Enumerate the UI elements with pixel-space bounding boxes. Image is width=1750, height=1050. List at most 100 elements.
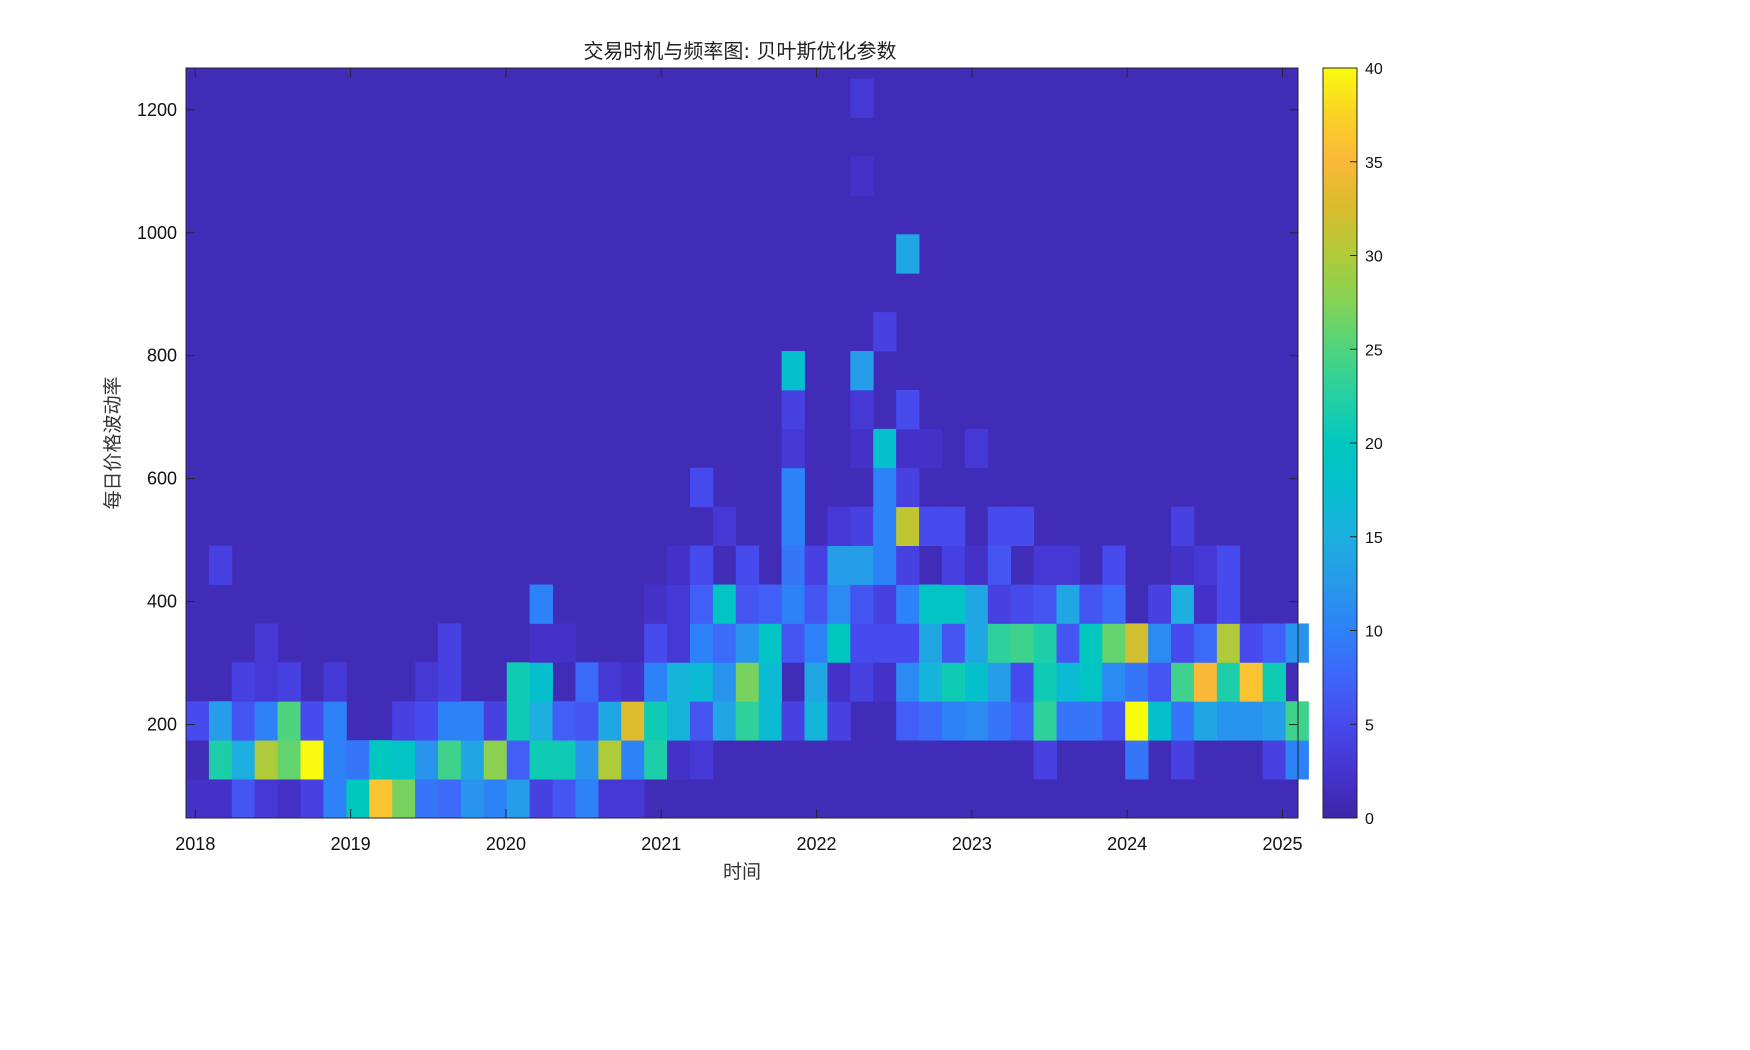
y-tick-label: 1000 (137, 223, 177, 243)
heatmap-cell (804, 584, 828, 624)
x-axis-label: 时间 (723, 861, 761, 883)
heatmap-cell (735, 623, 760, 663)
heatmap-cell (1285, 740, 1309, 780)
heatmap-cell (300, 779, 324, 819)
heatmap-cell (1171, 584, 1195, 624)
chart-title: 交易时机与频率图: 贝叶斯优化参数 (583, 39, 896, 63)
heatmap-cell (781, 467, 805, 508)
x-tick-label: 2021 (641, 834, 681, 854)
heatmap-cell (483, 701, 508, 741)
heatmap-cell (644, 701, 668, 741)
x-tick-label: 2018 (175, 834, 215, 854)
heatmap-cell (254, 623, 279, 663)
heatmap-cell (873, 428, 897, 469)
heatmap-cell (1148, 662, 1172, 702)
heatmap-cell (1262, 701, 1286, 741)
heatmap-cell (896, 584, 920, 624)
heatmap-cell (712, 506, 737, 546)
heatmap-cell (1033, 701, 1057, 741)
heatmap-cell (1033, 545, 1057, 585)
heatmap-cell (987, 623, 1012, 663)
heatmap-cell (873, 506, 897, 546)
heatmap-cell (1125, 623, 1149, 663)
heatmap-cell (575, 662, 599, 702)
heatmap-cell (277, 701, 301, 741)
heatmap-cell (506, 779, 531, 819)
heatmap-cell (529, 701, 553, 741)
y-axis-tick-labels: 200 400 600 800 1000 1200 (137, 100, 177, 735)
heatmap-cell (1056, 662, 1080, 702)
heatmap-cell (644, 623, 668, 663)
heatmap-cell (850, 662, 874, 702)
heatmap-cell (506, 740, 531, 780)
heatmap-cell (231, 740, 256, 780)
heatmap-cell (1148, 584, 1172, 624)
colorbar-tick-label: 10 (1365, 624, 1383, 641)
heatmap-cell (827, 662, 851, 702)
heatmap-cell (598, 740, 622, 780)
heatmap-cell (323, 779, 347, 819)
heatmap-cell (1216, 623, 1241, 663)
heatmap-cell (1171, 740, 1195, 780)
heatmap-cell (1262, 623, 1286, 663)
heatmap-cell (1010, 701, 1034, 741)
x-tick-label: 2020 (486, 834, 526, 854)
heatmap-cell (827, 584, 851, 624)
heatmap-cell (896, 506, 920, 546)
heatmap-cell (575, 779, 599, 819)
heatmap-cell (1079, 584, 1103, 624)
heatmap-cell (758, 701, 783, 741)
heatmap-cell (392, 740, 416, 780)
heatmap-cell (1102, 701, 1126, 741)
heatmap-cell (850, 506, 874, 546)
heatmap-cell (415, 662, 439, 702)
heatmap-cell (873, 545, 897, 585)
heatmap-cell (919, 623, 943, 663)
heatmap-cell (964, 623, 989, 663)
colorbar-tick-label: 40 (1365, 61, 1383, 78)
heatmap-cell (987, 662, 1012, 702)
heatmap-cell (987, 545, 1012, 585)
heatmap-cell (941, 545, 966, 585)
heatmap-cell (1033, 623, 1057, 663)
heatmap-cell (529, 584, 553, 624)
heatmap-cell (781, 623, 805, 663)
heatmap-cell (323, 701, 347, 741)
y-axis-label: 每日价格波动率 (102, 376, 124, 509)
heatmap-cell (781, 701, 805, 741)
heatmap-cell (896, 467, 920, 508)
heatmap-cell (1102, 662, 1126, 702)
heatmap-cell (1285, 623, 1309, 663)
heatmap-cell (781, 389, 805, 430)
heatmap-cell (667, 545, 691, 585)
heatmap-cell (437, 701, 462, 741)
heatmap-cell (689, 701, 714, 741)
heatmap-cell (781, 506, 805, 546)
heatmap-cell (919, 506, 943, 546)
heatmap-cell (873, 584, 897, 624)
heatmap-cell (460, 701, 485, 741)
heatmap-cell (1171, 623, 1195, 663)
heatmap-cell (689, 740, 714, 780)
heatmap-cell (804, 662, 828, 702)
heatmap-cell (1262, 662, 1286, 702)
heatmap-cell (827, 701, 851, 741)
heatmap-cell (827, 545, 851, 585)
heatmap-cell (621, 740, 645, 780)
heatmap-cell (873, 662, 897, 702)
heatmap-cell (896, 623, 920, 663)
heatmap-cell (277, 740, 301, 780)
heatmap-cell (644, 740, 668, 780)
colorbar-tick-label: 15 (1365, 530, 1383, 547)
heatmap-cell (552, 623, 576, 663)
colorbar-tick-label: 0 (1365, 811, 1374, 828)
heatmap-cell (896, 662, 920, 702)
heatmap-cell (254, 779, 279, 819)
heatmap-cell (1033, 740, 1057, 780)
heatmap-cell (941, 662, 966, 702)
heatmap-cell (254, 701, 279, 741)
heatmap-cell (735, 701, 760, 741)
heatmap-cell (621, 701, 645, 741)
heatmap-cell (506, 662, 531, 702)
heatmap-cell (1033, 662, 1057, 702)
